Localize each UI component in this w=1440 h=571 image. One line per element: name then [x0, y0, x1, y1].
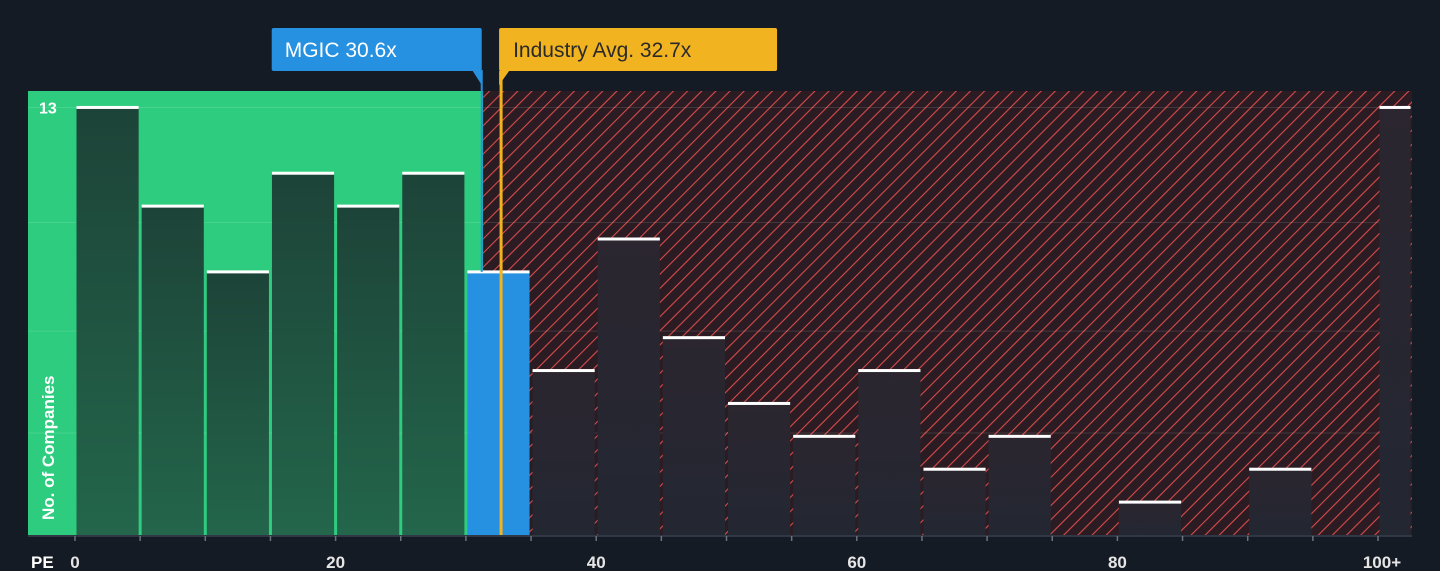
- bar-top-marker: [467, 270, 530, 274]
- bar-top-marker: [532, 369, 595, 373]
- x-tick-label: 0: [70, 553, 79, 571]
- x-tick-label: 80: [1108, 553, 1127, 571]
- industry-callout-pointer: [499, 71, 510, 85]
- histogram-bar: [141, 206, 204, 535]
- histogram-bar: [206, 271, 269, 535]
- x-tick-label: 60: [847, 553, 866, 571]
- bar-top-marker: [1118, 500, 1182, 504]
- company-callout-pointer: [472, 71, 482, 85]
- histogram-bar: [728, 403, 791, 535]
- industry-callout-label: Industry Avg. 32.7x: [513, 39, 692, 62]
- x-axis: 0 20 40 60 80 100+ PE: [28, 535, 1412, 571]
- bar-top-marker: [206, 270, 269, 274]
- industry-callout-box: [499, 28, 778, 71]
- x-tick-label: 20: [326, 553, 345, 571]
- histogram-bar: [988, 436, 1051, 535]
- histogram-bar: [532, 370, 595, 535]
- bar-top-marker: [662, 336, 725, 340]
- histogram-bar: [662, 337, 725, 535]
- bar-top-marker: [923, 467, 986, 471]
- bar-top-marker: [76, 105, 139, 109]
- company-callout-label: MGIC 30.6x: [285, 39, 398, 62]
- histogram-bar: [76, 107, 139, 535]
- histogram-bar: [597, 239, 660, 535]
- bar-top-marker: [271, 171, 335, 175]
- y-axis: 13 No. of Companies: [39, 100, 58, 520]
- x-tick-label: 40: [587, 553, 606, 571]
- x-tick-label: 100+: [1363, 553, 1401, 571]
- histogram-bar: [923, 469, 986, 535]
- bar-top-marker: [141, 204, 204, 208]
- bar-top-marker: [337, 204, 400, 208]
- histogram-bar: [793, 436, 856, 535]
- company-callout-box: [271, 28, 482, 71]
- x-axis-title: PE: [31, 553, 54, 571]
- company-bar: [467, 271, 530, 535]
- histogram-bars: [76, 105, 1411, 535]
- bar-top-marker: [858, 369, 921, 373]
- bar-top-marker: [1249, 467, 1312, 471]
- bar-top-marker: [1379, 105, 1411, 109]
- callouts: MGIC 30.6x Industry Avg. 32.7x: [271, 28, 778, 85]
- bar-top-marker: [597, 237, 660, 241]
- histogram-bar: [858, 370, 921, 535]
- histogram-bar: [271, 173, 335, 535]
- y-tick-label: 13: [39, 100, 57, 117]
- histogram-bar: [1249, 469, 1312, 535]
- histogram-bar: [1379, 107, 1411, 535]
- histogram-bar: [1118, 502, 1182, 535]
- histogram-bar: [402, 173, 465, 535]
- valuation-markers: [480, 70, 503, 535]
- y-axis-title: No. of Companies: [39, 375, 58, 520]
- bar-top-marker: [793, 434, 856, 438]
- bar-top-marker: [402, 171, 465, 175]
- bar-top-marker: [988, 434, 1051, 438]
- bar-top-marker: [728, 401, 791, 405]
- histogram-bar: [337, 206, 400, 535]
